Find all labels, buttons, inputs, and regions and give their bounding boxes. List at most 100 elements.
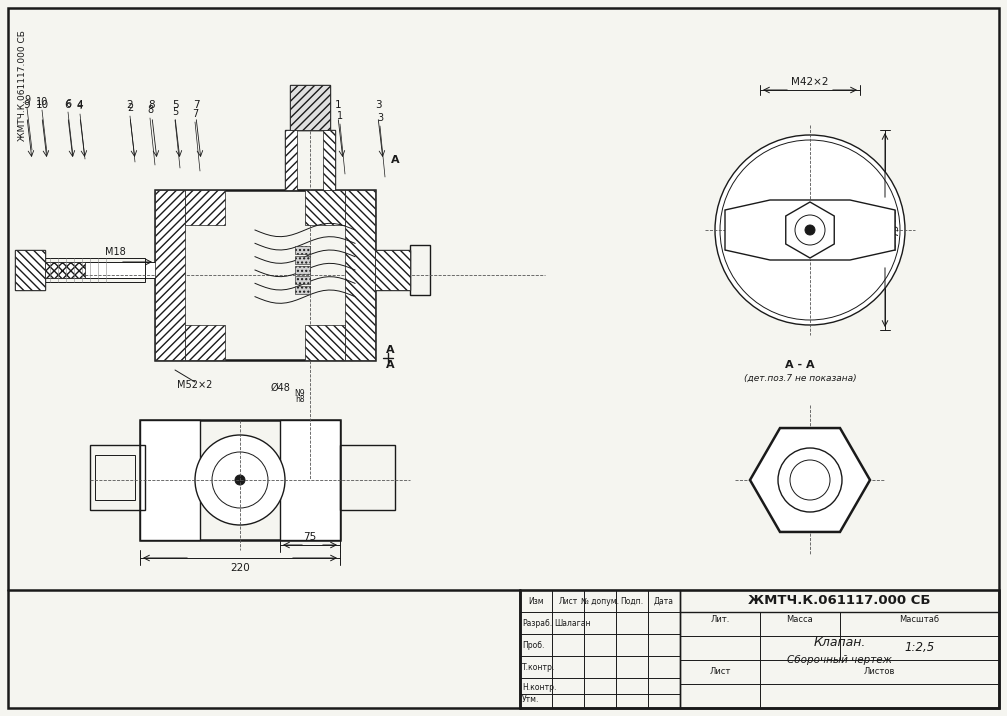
Bar: [410, 245, 430, 295]
Text: Лист: Лист: [709, 667, 730, 677]
Circle shape: [795, 215, 825, 245]
Bar: [15, 250, 45, 290]
Text: Шалаган: Шалаган: [554, 619, 591, 627]
Bar: [295, 256, 310, 264]
Bar: [345, 190, 375, 360]
Text: 9: 9: [24, 95, 30, 105]
Bar: [725, 210, 895, 250]
Circle shape: [195, 435, 285, 525]
Bar: [305, 325, 345, 360]
Text: 1:2,5: 1:2,5: [904, 642, 934, 654]
Text: 7: 7: [192, 100, 199, 110]
Text: 10: 10: [36, 97, 48, 107]
Text: 6: 6: [64, 100, 71, 110]
Bar: [90, 445, 145, 510]
Bar: [323, 130, 335, 190]
Text: 2: 2: [127, 100, 133, 110]
Bar: [155, 190, 375, 360]
Text: 75: 75: [303, 532, 316, 542]
Bar: [375, 250, 410, 290]
Text: Ø48: Ø48: [270, 383, 290, 393]
Text: A - A: A - A: [785, 360, 815, 370]
Text: ЖМТЧ.К.061117.000 СБ: ЖМТЧ.К.061117.000 СБ: [18, 30, 27, 141]
Circle shape: [790, 460, 830, 500]
Bar: [782, 202, 838, 258]
Text: 1: 1: [337, 111, 343, 121]
Text: 3: 3: [375, 100, 382, 110]
Circle shape: [235, 475, 245, 485]
Text: Н.контр.: Н.контр.: [522, 682, 557, 692]
Text: Листов: Листов: [864, 667, 895, 677]
Text: A: A: [386, 360, 395, 370]
Bar: [520, 590, 999, 708]
Bar: [95, 455, 135, 500]
Text: Сборочный чертеж: Сборочный чертеж: [787, 655, 892, 665]
Bar: [140, 420, 340, 540]
Text: Масса: Масса: [786, 616, 813, 624]
Text: Утм.: Утм.: [522, 695, 540, 705]
Text: 5: 5: [171, 100, 178, 110]
Bar: [140, 420, 200, 540]
Text: Разраб.: Разраб.: [522, 619, 552, 627]
Text: N9: N9: [295, 389, 305, 397]
Text: Масштаб: Масштаб: [899, 616, 940, 624]
Text: № допум.: № допум.: [581, 596, 619, 606]
Text: 220: 220: [231, 563, 250, 573]
Bar: [45, 262, 85, 278]
Text: 7: 7: [192, 109, 198, 119]
Text: 1: 1: [334, 100, 341, 110]
Bar: [185, 190, 225, 225]
Bar: [520, 590, 680, 708]
Text: M52×2: M52×2: [177, 380, 212, 390]
Bar: [285, 130, 335, 190]
Text: ЖМТЧ.К.061117.000 СБ: ЖМТЧ.К.061117.000 СБ: [748, 594, 930, 607]
Text: 4: 4: [77, 100, 84, 110]
Text: Т.контр.: Т.контр.: [522, 662, 555, 672]
Text: 8: 8: [149, 100, 155, 110]
Bar: [15, 258, 145, 282]
Bar: [375, 250, 410, 290]
Bar: [295, 266, 310, 274]
Bar: [185, 325, 225, 360]
Bar: [15, 250, 45, 290]
Circle shape: [805, 225, 815, 235]
Text: 6: 6: [64, 99, 71, 109]
Text: M42×2: M42×2: [792, 77, 829, 87]
Text: h8: h8: [295, 395, 305, 404]
Text: Клапан.: Клапан.: [814, 636, 866, 649]
Text: Подп.: Подп.: [620, 596, 643, 606]
Text: 9: 9: [24, 100, 30, 110]
Bar: [295, 246, 310, 254]
Text: Изм: Изм: [529, 596, 544, 606]
Text: 5: 5: [172, 107, 178, 117]
Bar: [680, 590, 999, 708]
Text: 2: 2: [127, 103, 133, 113]
Text: 75: 75: [890, 223, 900, 236]
Bar: [295, 286, 310, 294]
Bar: [295, 276, 310, 284]
Polygon shape: [785, 202, 834, 258]
Text: 4: 4: [77, 101, 83, 111]
Text: 3: 3: [377, 113, 383, 123]
Text: (дет.поз.7 не показана): (дет.поз.7 не показана): [744, 374, 856, 382]
Bar: [45, 262, 160, 278]
Text: Дата: Дата: [654, 596, 674, 606]
Text: M18: M18: [105, 247, 126, 257]
Bar: [305, 190, 345, 225]
Text: 10: 10: [35, 100, 48, 110]
Bar: [290, 85, 330, 130]
Bar: [280, 420, 340, 540]
Text: A: A: [386, 345, 395, 355]
Text: 8: 8: [147, 105, 153, 115]
Bar: [340, 445, 395, 510]
Text: Проб.: Проб.: [522, 641, 545, 649]
Circle shape: [778, 448, 842, 512]
Circle shape: [715, 135, 905, 325]
Text: Лит.: Лит.: [710, 616, 729, 624]
Bar: [290, 85, 330, 130]
Polygon shape: [750, 428, 870, 532]
Polygon shape: [725, 200, 895, 260]
Text: A: A: [391, 155, 400, 165]
Bar: [285, 130, 297, 190]
Text: Лист: Лист: [558, 596, 578, 606]
